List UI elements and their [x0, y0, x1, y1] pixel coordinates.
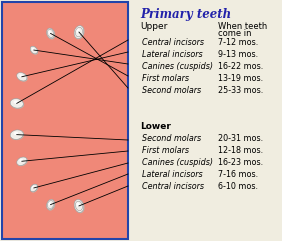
Text: Central incisors: Central incisors — [142, 38, 204, 47]
Ellipse shape — [18, 74, 27, 81]
Text: 20-31 mos.: 20-31 mos. — [218, 134, 263, 143]
Ellipse shape — [31, 185, 38, 192]
Ellipse shape — [20, 159, 23, 161]
Ellipse shape — [20, 75, 23, 77]
Ellipse shape — [49, 31, 51, 34]
Text: Second molars: Second molars — [142, 134, 201, 143]
Ellipse shape — [10, 99, 23, 108]
Ellipse shape — [76, 201, 83, 211]
Ellipse shape — [47, 201, 54, 209]
Ellipse shape — [10, 130, 23, 139]
Ellipse shape — [18, 158, 26, 165]
Ellipse shape — [74, 200, 85, 213]
Ellipse shape — [77, 29, 80, 33]
Ellipse shape — [49, 30, 51, 34]
Text: 16-23 mos.: 16-23 mos. — [218, 158, 263, 167]
Text: Central incisors: Central incisors — [142, 182, 204, 191]
Ellipse shape — [47, 199, 54, 210]
Ellipse shape — [17, 157, 28, 166]
Ellipse shape — [18, 74, 26, 80]
Ellipse shape — [32, 48, 34, 51]
Text: First molars: First molars — [142, 146, 189, 155]
Ellipse shape — [14, 132, 18, 135]
Ellipse shape — [30, 184, 38, 192]
Ellipse shape — [12, 100, 21, 107]
Text: Lateral incisors: Lateral incisors — [142, 50, 203, 59]
Text: Canines (cuspids): Canines (cuspids) — [142, 158, 213, 167]
Ellipse shape — [74, 26, 84, 39]
Ellipse shape — [12, 132, 22, 139]
FancyBboxPatch shape — [2, 2, 128, 239]
Ellipse shape — [19, 74, 23, 77]
Ellipse shape — [47, 28, 55, 40]
Ellipse shape — [10, 130, 24, 140]
Ellipse shape — [77, 203, 80, 207]
Ellipse shape — [14, 133, 18, 135]
Ellipse shape — [75, 201, 82, 211]
Ellipse shape — [48, 201, 54, 209]
Ellipse shape — [12, 131, 21, 138]
Text: Lower: Lower — [140, 122, 171, 131]
Ellipse shape — [18, 158, 27, 165]
Ellipse shape — [76, 202, 80, 207]
Text: 25-33 mos.: 25-33 mos. — [218, 86, 263, 95]
Ellipse shape — [49, 202, 51, 205]
Ellipse shape — [49, 202, 51, 205]
Ellipse shape — [47, 28, 54, 39]
Ellipse shape — [30, 46, 38, 54]
Ellipse shape — [76, 28, 80, 33]
Ellipse shape — [12, 100, 22, 107]
Ellipse shape — [32, 48, 34, 51]
Ellipse shape — [17, 73, 27, 81]
Ellipse shape — [30, 184, 38, 192]
Text: 16-22 mos.: 16-22 mos. — [218, 62, 263, 71]
Ellipse shape — [74, 26, 85, 39]
Ellipse shape — [10, 99, 24, 109]
Ellipse shape — [30, 46, 38, 54]
Text: Second molars: Second molars — [142, 86, 201, 95]
Ellipse shape — [47, 29, 54, 38]
Ellipse shape — [75, 27, 82, 37]
Ellipse shape — [32, 186, 34, 188]
Ellipse shape — [76, 28, 83, 38]
Text: 7-12 mos.: 7-12 mos. — [218, 38, 258, 47]
Ellipse shape — [31, 185, 38, 192]
Text: 12-18 mos.: 12-18 mos. — [218, 146, 263, 155]
Text: When teeth: When teeth — [218, 22, 267, 31]
Text: First molars: First molars — [142, 74, 189, 83]
Ellipse shape — [17, 157, 27, 166]
Ellipse shape — [32, 186, 34, 188]
Ellipse shape — [19, 159, 23, 162]
Ellipse shape — [31, 47, 38, 54]
Text: Primary teeth: Primary teeth — [140, 8, 231, 21]
Ellipse shape — [14, 101, 18, 104]
Ellipse shape — [48, 30, 54, 38]
Text: Upper: Upper — [140, 22, 168, 31]
Text: 9-13 mos.: 9-13 mos. — [218, 50, 258, 59]
Ellipse shape — [47, 200, 55, 211]
Text: Canines (cuspids): Canines (cuspids) — [142, 62, 213, 71]
Ellipse shape — [17, 73, 28, 82]
Ellipse shape — [14, 100, 18, 104]
Text: 13-19 mos.: 13-19 mos. — [218, 74, 263, 83]
Text: 6-10 mos.: 6-10 mos. — [218, 182, 258, 191]
Text: come in: come in — [218, 29, 252, 38]
Text: 7-16 mos.: 7-16 mos. — [218, 170, 258, 179]
Ellipse shape — [74, 200, 84, 212]
Ellipse shape — [31, 47, 38, 54]
Text: Lateral incisors: Lateral incisors — [142, 170, 203, 179]
